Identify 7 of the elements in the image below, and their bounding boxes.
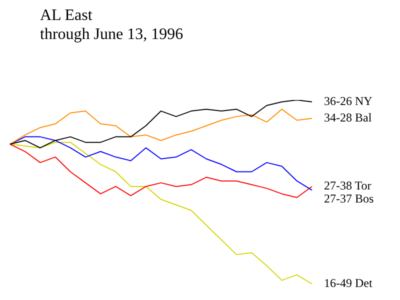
chart-title: AL East	[40, 6, 94, 25]
series-label: 36-26 NY	[324, 94, 373, 108]
series-label: 16-49 Det	[324, 276, 373, 290]
chart-subtitle: through June 13, 1996	[40, 25, 184, 44]
series-label: 27-38 Tor	[324, 178, 372, 193]
series-label: 27-37 Bos	[324, 192, 374, 206]
series-label: 34-28 Bal	[324, 110, 372, 125]
